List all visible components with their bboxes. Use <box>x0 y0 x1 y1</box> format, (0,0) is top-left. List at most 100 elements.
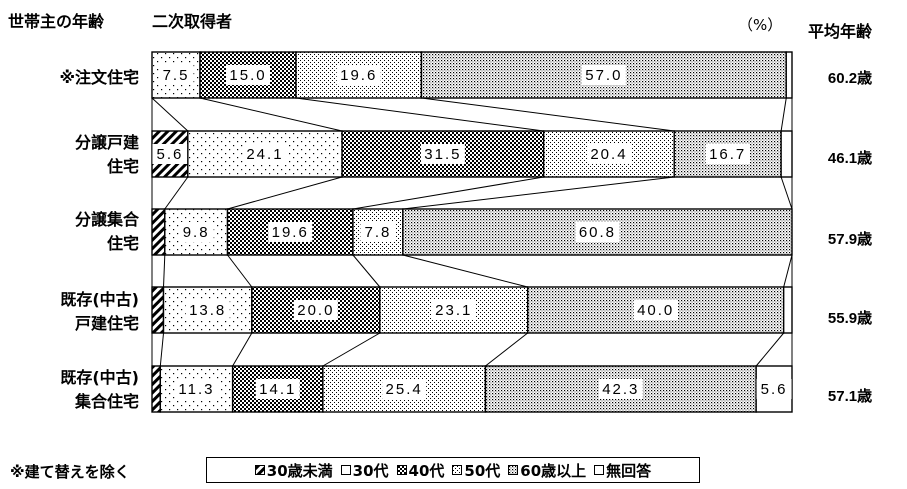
bar-segment <box>151 208 166 256</box>
data-label-bg <box>598 379 643 399</box>
data-label: 19.6 <box>340 67 377 84</box>
data-label-bg <box>336 65 381 85</box>
legend-label: 30歳未満 <box>266 461 333 480</box>
connector-line <box>352 176 544 210</box>
data-label-bg <box>575 222 620 242</box>
sub-header: 二次取得者 <box>152 12 233 31</box>
data-label: 7.8 <box>364 224 391 241</box>
connector-line <box>232 332 253 367</box>
connector-line <box>421 97 675 132</box>
legend-item: 無回答 <box>594 460 651 481</box>
average-age-header: 平均年齢 <box>808 22 873 41</box>
data-label: 20.4 <box>590 146 627 163</box>
legend-item: 30歳未満 <box>254 460 333 481</box>
average-age-value: 60.2歳 <box>827 70 873 87</box>
legend-swatch <box>254 465 265 475</box>
connector-line <box>402 254 528 288</box>
data-label: 9.8 <box>183 224 210 241</box>
connector-line <box>352 254 381 288</box>
connector-line <box>227 254 253 288</box>
average-age-value: 57.1歳 <box>827 388 873 405</box>
row-label: 分譲戸建 住宅 <box>74 133 139 176</box>
data-label-bg <box>185 300 230 320</box>
footnote: ※建て替えを除く <box>10 463 130 481</box>
legend-swatch <box>396 465 407 475</box>
data-label-bg <box>152 144 188 164</box>
legend-item: 40代 <box>396 460 445 481</box>
data-label-bg <box>382 379 427 399</box>
data-label-bg <box>420 144 465 164</box>
row-label: 既存(中古) 戸建住宅 <box>60 290 139 333</box>
data-label-bg <box>756 379 792 399</box>
row-label: 分譲集合 住宅 <box>74 210 139 253</box>
connector-line <box>163 254 166 288</box>
connector-line <box>783 254 793 288</box>
data-label: 23.1 <box>435 302 472 319</box>
average-age-value: 57.9歳 <box>827 231 873 248</box>
legend-label: 無回答 <box>606 461 652 480</box>
data-label-bg <box>293 300 338 320</box>
data-label-bg <box>255 379 300 399</box>
legend-swatch <box>508 465 519 475</box>
legend-item: 30代 <box>340 460 389 481</box>
connector-line <box>164 176 189 210</box>
unit-label: （%） <box>738 16 783 34</box>
connector-line <box>780 176 793 210</box>
data-label-bg <box>178 222 214 242</box>
data-label: 15.0 <box>229 67 266 84</box>
data-label-bg <box>586 144 631 164</box>
average-age-value: 55.9歳 <box>827 310 873 327</box>
data-label: 57.0 <box>585 67 622 84</box>
legend-swatch <box>340 465 351 475</box>
data-label: 24.1 <box>246 146 283 163</box>
data-label-bg <box>581 65 626 85</box>
data-label-bg <box>705 144 750 164</box>
bar-segment <box>151 286 165 334</box>
legend-label: 40代 <box>408 461 445 480</box>
row-header: 世帯主の年齢 <box>8 12 105 31</box>
data-label: 14.1 <box>259 381 296 398</box>
data-label-bg <box>431 300 476 320</box>
legend-label: 50代 <box>464 461 501 480</box>
bar-segment <box>780 130 793 178</box>
data-label: 11.3 <box>178 381 214 398</box>
connector-line <box>227 176 343 210</box>
data-label: 25.4 <box>386 381 423 398</box>
connector-line <box>322 332 381 367</box>
data-label: 40.0 <box>637 302 674 319</box>
bar-segment <box>151 365 162 413</box>
data-label: 16.7 <box>709 146 746 163</box>
data-label-bg <box>174 379 219 399</box>
data-label-bg <box>158 65 194 85</box>
connector-line <box>199 97 343 132</box>
connector-line <box>780 97 787 132</box>
legend: 30歳未満 30代 40代 50代 60歳以上 無回答 <box>206 457 700 483</box>
bar-segment <box>785 51 793 99</box>
data-label: 20.0 <box>297 302 334 319</box>
legend-swatch <box>452 465 463 475</box>
data-label-bg <box>268 222 313 242</box>
data-label: 13.8 <box>189 302 226 319</box>
connector-line <box>485 332 528 367</box>
data-label: 5.6 <box>156 146 183 163</box>
data-label: 42.3 <box>602 381 639 398</box>
row-label: ※注文住宅 <box>59 68 139 87</box>
legend-label: 30代 <box>352 461 389 480</box>
legend-swatch <box>594 465 605 475</box>
connector-line <box>159 332 165 367</box>
legend-label: 60歳以上 <box>520 461 587 480</box>
legend-item: 60歳以上 <box>508 460 586 481</box>
average-age-value: 46.1歳 <box>827 150 873 167</box>
data-label-bg <box>360 222 396 242</box>
connector-line <box>295 97 544 132</box>
connector-line <box>402 176 675 210</box>
connector-line <box>755 332 785 367</box>
data-label: 19.6 <box>272 224 309 241</box>
bar-segment <box>782 286 793 334</box>
data-label-bg <box>226 65 270 85</box>
data-label: 60.8 <box>579 224 616 241</box>
data-label-bg <box>633 300 678 320</box>
legend-item: 50代 <box>452 460 500 481</box>
data-label: 7.5 <box>163 67 190 84</box>
